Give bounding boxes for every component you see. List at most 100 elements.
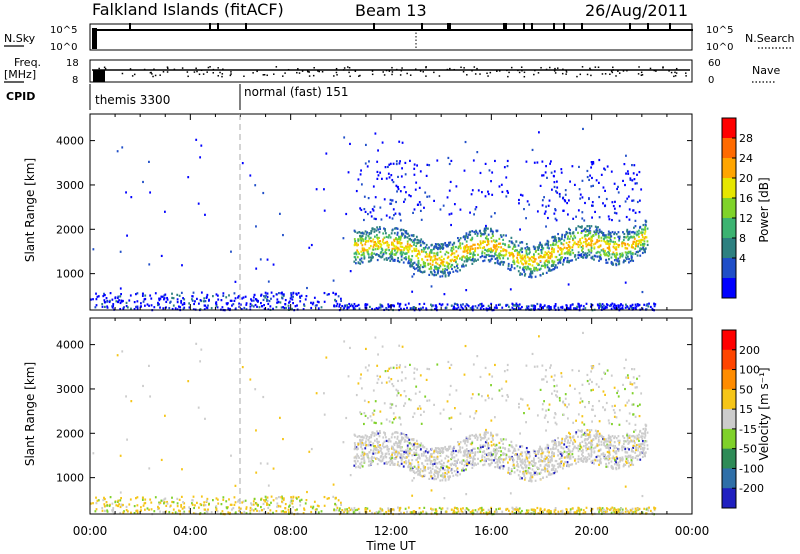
power-echo [228,294,230,297]
power-echo [494,245,497,248]
power-echo [356,243,358,246]
velocity-echo [527,471,530,474]
power-echo [450,246,453,250]
power-echo [411,264,414,268]
power-echo [483,227,486,231]
power-echo [447,244,449,247]
power-echo [560,250,563,253]
velocity-echo [317,511,320,514]
nave-label: Nave [752,64,780,77]
power-echo [608,232,611,235]
power-echo [516,256,519,259]
velocity-echo [626,436,629,439]
nsky-bar [281,29,283,31]
power-echo [423,270,426,273]
velocity-echo [413,471,416,475]
power-echo [367,196,370,200]
velocity-echo [141,498,144,501]
velocity-echo [608,449,611,452]
power-echo [547,250,550,253]
power-echo [477,258,479,261]
nave-dot [152,75,154,78]
velocity-echo [551,450,554,454]
velocity-echo [230,454,232,457]
velocity-echo [403,450,406,454]
power-echo [433,199,435,202]
velocity-echo [377,353,379,356]
power-echo [539,254,542,258]
velocity-echo [637,449,639,452]
nsky-bar [205,29,207,31]
velocity-echo [165,504,168,508]
power-echo [555,180,558,183]
power-echo [492,249,495,252]
power-echo [628,236,631,239]
nave-dot [486,72,488,75]
power-echo [183,298,186,301]
power-echo [637,303,639,306]
power-echo [553,181,556,184]
velocity-echo [605,465,608,468]
nsky-bar [543,29,545,31]
power-echo [499,303,501,306]
nave-dot [153,68,155,70]
power-echo [342,308,345,311]
velocity-echo [626,455,629,458]
nsky-bar [267,29,269,31]
power-echo [476,232,479,235]
nsky-bar [365,29,367,31]
nsky-bar [185,29,187,31]
power-echo [180,299,183,303]
power-echo [654,303,657,306]
nsky-bar [259,29,261,31]
velocity-echo [639,447,642,451]
nsky-bar [653,29,655,31]
power-echo [176,308,179,311]
power-echo [462,308,465,311]
power-echo [229,299,232,302]
power-echo [545,225,547,228]
power-echo [516,265,519,268]
nave-dot [282,75,284,77]
velocity-echo [455,389,458,392]
velocity-echo [601,507,604,510]
velocity-echo [199,360,202,363]
velocity-echo [412,512,415,515]
power-echo [568,307,570,311]
power-echo [197,302,200,305]
power-echo [512,253,514,256]
freq-tick-top: 18 [66,58,79,69]
power-echo [549,307,552,310]
power-echo [451,252,454,255]
power-echo [429,258,432,262]
power-echo [581,217,584,220]
velocity-echo [417,511,420,515]
velocity-echo [467,509,470,512]
nsky-bar [603,29,605,31]
velocity-echo [457,458,460,461]
nave-dot [287,68,290,71]
power-echo [625,256,627,259]
velocity-echo [256,509,258,512]
velocity-echo [350,507,353,510]
power-echo [493,306,496,309]
nave-dot [166,71,169,73]
power-echo [250,299,253,302]
power-echo [379,245,382,248]
power-echo [545,271,548,274]
power-echo [475,229,477,232]
cpid-label: CPID [6,90,35,103]
power-echo [485,224,487,228]
power-echo [356,231,359,234]
power-echo [109,292,112,295]
power-echo [396,231,399,234]
velocity-echo [355,447,357,450]
power-echo [349,142,351,146]
velocity-echo [469,511,472,514]
power-echo [638,303,641,307]
power-echo [375,253,378,256]
power-echo [524,254,527,257]
power-echo [489,259,492,262]
velocity-echo [526,457,529,460]
power-echo [437,270,439,274]
